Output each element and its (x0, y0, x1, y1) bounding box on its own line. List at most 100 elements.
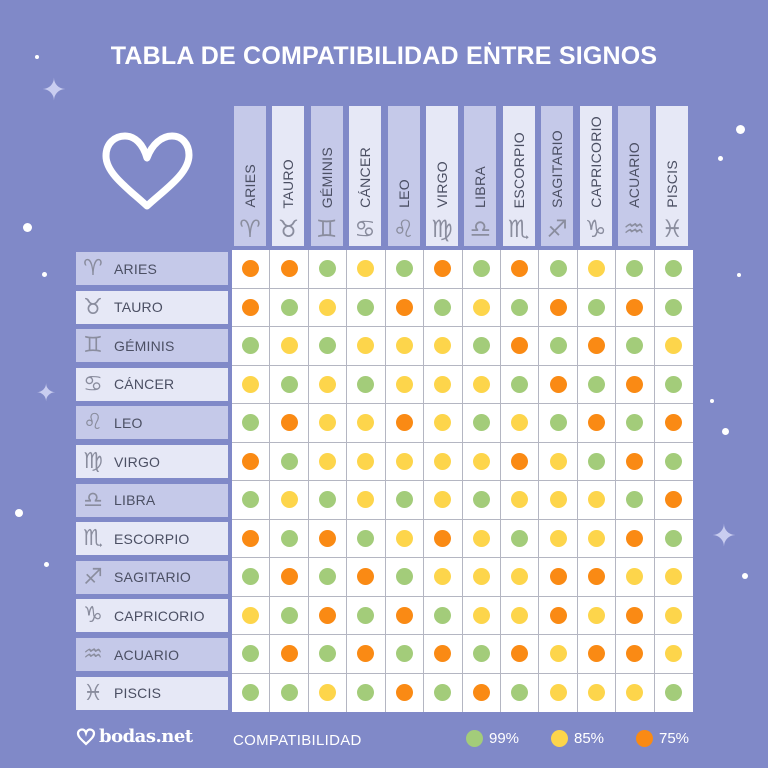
row-header-2: ♊︎ GÉMINIS (76, 329, 228, 363)
compatibility-dot-Y (434, 568, 452, 586)
star-dot-icon (42, 272, 47, 277)
grid-cell (308, 635, 348, 674)
grid-cell (308, 288, 348, 327)
compatibility-dot-G (242, 568, 260, 586)
grid-cell (577, 250, 617, 289)
grid-cell (385, 365, 425, 404)
grid-cell (616, 596, 655, 635)
compatibility-dot-Y (357, 260, 375, 278)
column-header-label: ACUARIO (626, 142, 642, 208)
star-dot-icon (722, 428, 729, 435)
compatibility-dot-O (587, 568, 605, 586)
grid-cell (654, 250, 693, 289)
compatibility-dot-G (395, 491, 413, 509)
grid-cell (424, 288, 463, 327)
grid-cell (424, 250, 463, 289)
row-header-label: CÁNCER (114, 376, 175, 393)
column-header-11: PISCIS ♓︎ (656, 106, 689, 246)
compatibility-dot-O (549, 375, 567, 393)
grid-cell (616, 327, 655, 366)
grid-cell (616, 519, 655, 558)
grid-cell (232, 673, 271, 712)
compatibility-dot-Y (587, 529, 605, 547)
column-header-label: CAPRICORIO (587, 116, 604, 208)
grid-cell (578, 673, 617, 712)
compatibility-dot-Y (319, 298, 337, 316)
grid-cell (309, 673, 348, 712)
compatibility-dot-Y (472, 375, 490, 393)
compatibility-dot-G (242, 684, 260, 702)
grid-cell (347, 673, 386, 712)
compatibility-dot-G (665, 260, 683, 278)
grid-cell (500, 635, 540, 674)
row-header-1: ♉︎ TAURO (76, 290, 228, 324)
grid-cell (577, 442, 617, 481)
grid-cell (655, 674, 693, 713)
grid-cell (616, 673, 655, 712)
grid-cell (539, 288, 578, 327)
grid-cell (500, 481, 540, 520)
compatibility-dot-Y (319, 414, 337, 432)
compatibility-dot-O (626, 452, 644, 470)
compatibility-dot-O (357, 568, 375, 586)
taurus-icon: ♉︎ (83, 294, 103, 320)
grid-cell (424, 365, 463, 404)
compatibility-dot-Y (626, 684, 644, 702)
grid-cell (386, 673, 425, 712)
grid-cell (270, 250, 309, 289)
row-header-label: VIRGO (114, 453, 161, 470)
scorpio-icon: ♏︎ (508, 215, 530, 243)
grid-cell (347, 635, 386, 674)
compatibility-dot-G (319, 568, 337, 586)
compatibility-dot-Y (434, 414, 452, 432)
compatibility-dot-O (434, 260, 452, 278)
grid-cell (577, 481, 617, 520)
grid-cell (270, 673, 309, 712)
compatibility-dot-G (665, 375, 683, 393)
compatibility-dot-O (280, 568, 298, 586)
pisces-icon: ♓︎ (661, 215, 684, 243)
grid-cell (539, 365, 578, 404)
compatibility-dot-Y (472, 606, 490, 624)
compatibility-dot-G (587, 298, 605, 316)
compatibility-dot-G (626, 337, 644, 355)
grid-cell (501, 673, 540, 712)
grid-cell (270, 481, 309, 520)
compatibility-dot-G (280, 375, 298, 393)
compatibility-dot-G (472, 260, 490, 278)
grid-cell (308, 365, 348, 404)
row-header-label: GÉMINIS (114, 337, 175, 354)
heart-logo-icon (76, 727, 96, 746)
star-dot-icon (742, 573, 748, 579)
grid-cell (232, 596, 271, 635)
scorpio-icon: ♏︎ (83, 526, 103, 552)
grid-cell (424, 442, 463, 481)
grid-cell (462, 481, 501, 520)
compatibility-dot-G (626, 491, 644, 509)
compatibility-dot-Y (549, 684, 567, 702)
grid-cell (232, 404, 271, 443)
compatibility-dot-O (395, 414, 413, 432)
compatibility-dot-G (511, 529, 529, 547)
grid-cell (577, 288, 617, 327)
grid-cell (347, 596, 386, 635)
compatibility-dot-O (242, 452, 260, 470)
compatibility-dot-Y (434, 452, 452, 470)
column-header-label: LIBRA (472, 166, 489, 208)
compatibility-dot-Y (472, 568, 490, 586)
grid-cell (500, 288, 540, 327)
row-header-label: SAGITARIO (114, 569, 191, 586)
compatibility-dot-O (434, 529, 452, 547)
grid-cell (462, 404, 501, 443)
grid-cell (616, 250, 655, 289)
compatibility-dot-Y (549, 645, 567, 663)
compatibility-dot-G (357, 684, 375, 702)
grid-cell (654, 443, 693, 481)
compatibility-dot-Y (665, 606, 683, 624)
grid-cell (462, 365, 501, 404)
star-dot-icon (15, 509, 23, 517)
grid-cell (539, 519, 578, 558)
column-header-7: ESCORPIO ♏︎ (502, 106, 535, 246)
grid-cell (539, 635, 578, 674)
grid-cell (232, 558, 271, 597)
